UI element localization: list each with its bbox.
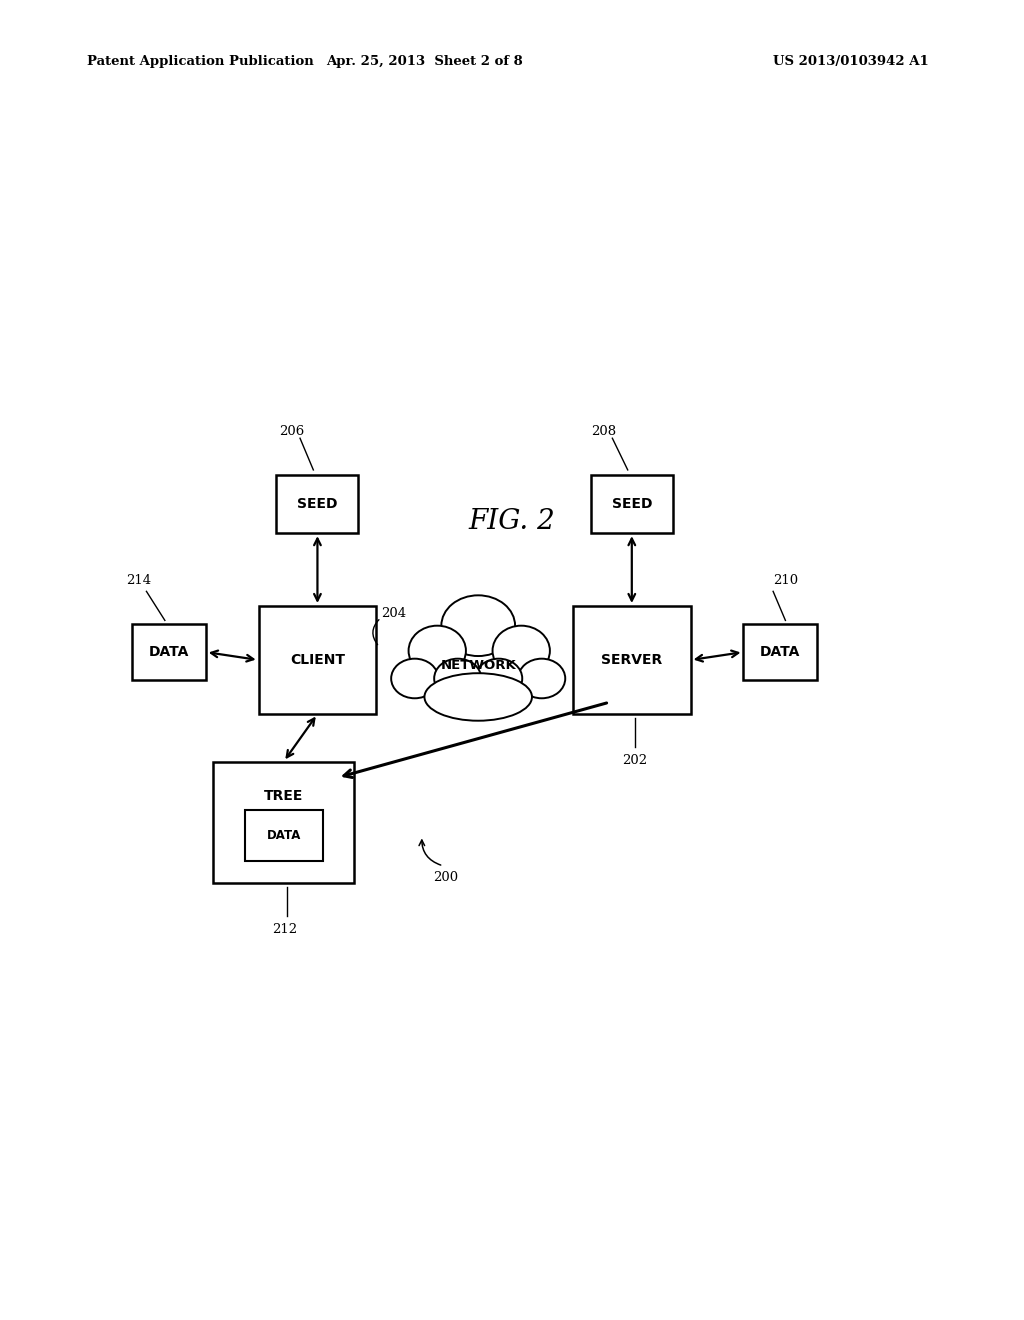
Text: 200: 200 — [433, 871, 458, 884]
Text: DATA: DATA — [148, 645, 189, 659]
Text: 210: 210 — [773, 574, 799, 587]
Text: SEED: SEED — [611, 498, 652, 511]
Text: 202: 202 — [623, 754, 647, 767]
Ellipse shape — [493, 626, 550, 676]
Ellipse shape — [409, 626, 466, 676]
Text: FIG. 2: FIG. 2 — [469, 508, 555, 535]
Text: 214: 214 — [126, 574, 151, 587]
Text: DATA: DATA — [266, 829, 301, 842]
FancyBboxPatch shape — [743, 624, 817, 680]
Ellipse shape — [475, 659, 522, 698]
Text: NETWORK: NETWORK — [440, 659, 516, 672]
Ellipse shape — [391, 659, 438, 698]
Text: 212: 212 — [272, 923, 297, 936]
Text: 204: 204 — [381, 607, 407, 620]
Ellipse shape — [441, 595, 515, 656]
FancyBboxPatch shape — [245, 810, 323, 861]
Text: US 2013/0103942 A1: US 2013/0103942 A1 — [773, 55, 929, 69]
Text: 208: 208 — [592, 425, 616, 438]
Text: CLIENT: CLIENT — [290, 653, 345, 667]
Ellipse shape — [518, 659, 565, 698]
Text: DATA: DATA — [760, 645, 801, 659]
Text: SERVER: SERVER — [601, 653, 663, 667]
FancyBboxPatch shape — [258, 606, 377, 714]
FancyBboxPatch shape — [132, 624, 206, 680]
FancyBboxPatch shape — [573, 606, 690, 714]
Ellipse shape — [425, 673, 532, 721]
FancyBboxPatch shape — [276, 475, 358, 533]
FancyBboxPatch shape — [213, 762, 354, 883]
Text: Patent Application Publication: Patent Application Publication — [87, 55, 313, 69]
Text: Apr. 25, 2013  Sheet 2 of 8: Apr. 25, 2013 Sheet 2 of 8 — [327, 55, 523, 69]
Ellipse shape — [434, 659, 481, 698]
Text: 206: 206 — [280, 425, 304, 438]
FancyBboxPatch shape — [591, 475, 673, 533]
Text: TREE: TREE — [264, 788, 303, 803]
Text: SEED: SEED — [297, 498, 338, 511]
